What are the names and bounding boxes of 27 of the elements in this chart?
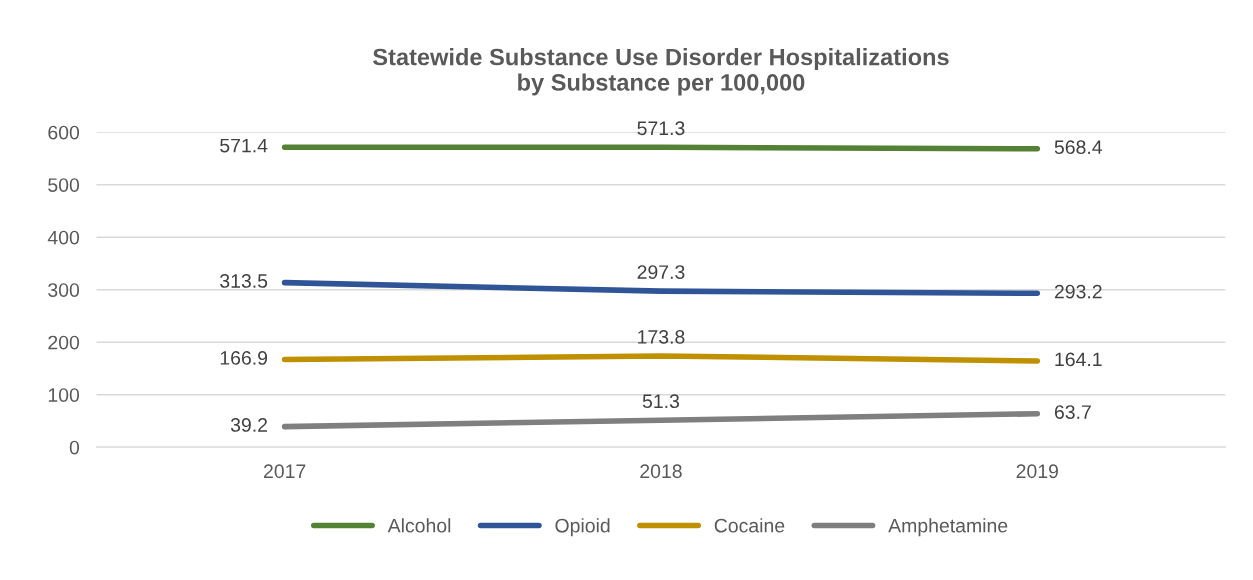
chart-title: Statewide Substance Use Disorder Hospitalizations by Substance per 100,000 (373, 48, 949, 96)
data-label: 63.7 (1054, 405, 1091, 419)
data-label: 51.3 (642, 394, 680, 409)
x-tick-label: 2017 (263, 464, 306, 479)
data-label: 313.5 (220, 274, 268, 288)
x-tick-label: 2019 (1016, 464, 1058, 479)
legend-label: Opioid (555, 518, 610, 537)
y-tick-label: 500 (48, 178, 80, 192)
y-tick-label: 0 (69, 440, 80, 455)
data-label: 571.3 (637, 121, 685, 136)
y-tick-label: 300 (48, 283, 80, 297)
y-tick-label: 100 (48, 388, 80, 402)
data-label: 297.3 (637, 265, 685, 279)
x-tick-label: 2018 (640, 464, 682, 479)
data-label: 164.1 (1055, 352, 1102, 367)
data-label: 166.9 (220, 351, 268, 365)
data-label: 571.4 (220, 138, 268, 153)
data-label: 39.2 (230, 418, 267, 432)
legend-label: Alcohol (387, 518, 451, 533)
data-label: 568.4 (1054, 140, 1103, 155)
y-tick-label: 200 (48, 335, 80, 350)
data-label: 293.2 (1054, 284, 1102, 299)
legend-label: Amphetamine (888, 518, 1008, 537)
data-label: 173.8 (638, 330, 685, 344)
legend-label: Cocaine (714, 518, 785, 533)
y-tick-label: 600 (48, 125, 80, 140)
y-tick-label: 400 (47, 230, 80, 245)
